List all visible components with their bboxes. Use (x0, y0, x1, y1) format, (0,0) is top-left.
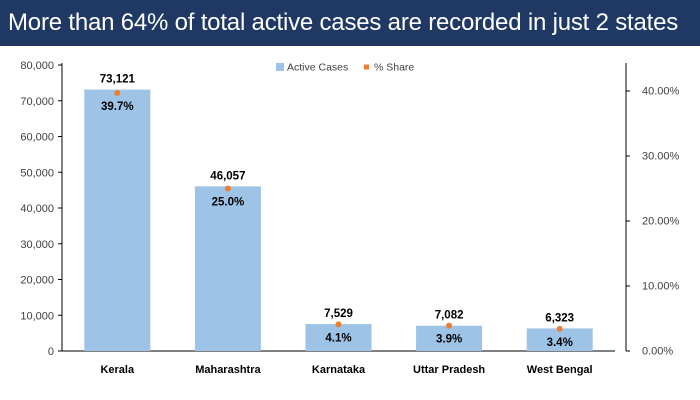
bar-karnataka (305, 324, 372, 351)
bar-value-label: 73,121 (100, 74, 136, 86)
category-label: West Bengal (527, 364, 593, 376)
right-axis-tick-label: 10.00% (642, 281, 680, 293)
left-axis-tick-label: 50,000 (20, 167, 54, 179)
chart-title-banner: More than 64% of total active cases are … (0, 0, 700, 46)
pct-share-marker (556, 325, 563, 332)
pct-share-marker (224, 185, 231, 192)
left-axis-tick-label: 0 (48, 346, 54, 358)
bar-value-label: 7,529 (324, 308, 353, 320)
category-label: Karnataka (312, 364, 366, 376)
bar-value-label: 6,323 (545, 312, 574, 324)
pct-share-marker (114, 89, 121, 96)
pct-share-label: 39.7% (101, 101, 134, 113)
pct-share-marker (446, 322, 453, 329)
legend-swatch-pct-share (364, 64, 369, 70)
bar-uttar-pradesh (416, 325, 483, 351)
left-axis-tick-label: 70,000 (20, 96, 54, 108)
bars: 73,121 39.7% 46,057 25.0% 7,529 4.1% 7,082 3.9%… (84, 74, 593, 352)
pct-share-label: 3.9% (436, 334, 462, 346)
legend-label-pct-share: % Share (374, 62, 414, 74)
right-axis-tick-label: 30.00% (642, 151, 680, 163)
right-axis: 0.00% 10.00% 20.00% 30.00% 40.00% (625, 63, 680, 358)
pct-share-label: 25.0% (212, 197, 245, 209)
bar-value-label: 46,057 (210, 170, 245, 182)
left-axis-tick-label: 80,000 (20, 60, 54, 72)
bar-value-label: 7,082 (435, 310, 464, 322)
category-label: Maharashtra (195, 364, 261, 376)
legend: Active Cases % Share (276, 62, 414, 74)
left-axis-tick-label: 10,000 (20, 310, 54, 322)
pct-share-marker (335, 321, 342, 328)
bar-maharashtra (194, 186, 261, 351)
left-axis-tick-label: 20,000 (20, 275, 54, 287)
right-axis-tick-label: 40.00% (642, 86, 680, 98)
category-labels: Kerala Maharashtra Karnataka Uttar Pradesh W… (100, 364, 592, 376)
bar-west-bengal (526, 328, 593, 351)
active-cases-chart: Active Cases % Share 0 10,000 20,000 30,000… (20, 60, 680, 376)
left-axis-tick-label: 30,000 (20, 239, 54, 251)
category-label: Kerala (100, 364, 135, 376)
pct-share-label: 3.4% (547, 337, 573, 349)
legend-label-active-cases: Active Cases (287, 62, 348, 74)
chart-title: More than 64% of total active cases are … (8, 9, 679, 36)
bar-kerala (84, 89, 151, 352)
left-axis-tick-label: 40,000 (20, 203, 54, 215)
left-axis-tick-label: 60,000 (20, 132, 54, 144)
pct-share-label: 4.1% (325, 332, 351, 344)
right-axis-tick-label: 0.00% (642, 346, 673, 358)
right-axis-tick-label: 20.00% (642, 216, 680, 228)
category-label: Uttar Pradesh (413, 364, 485, 376)
legend-swatch-active-cases (276, 63, 284, 71)
